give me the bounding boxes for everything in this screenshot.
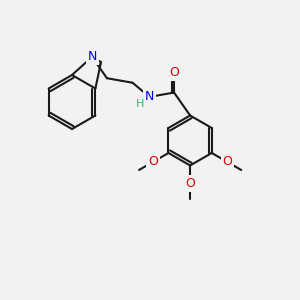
Text: H: H [136,99,145,109]
Text: N: N [145,90,154,104]
Text: O: O [185,177,195,190]
Text: O: O [169,66,179,79]
Text: N: N [87,50,97,63]
Text: O: O [148,155,158,169]
Text: O: O [222,155,232,169]
